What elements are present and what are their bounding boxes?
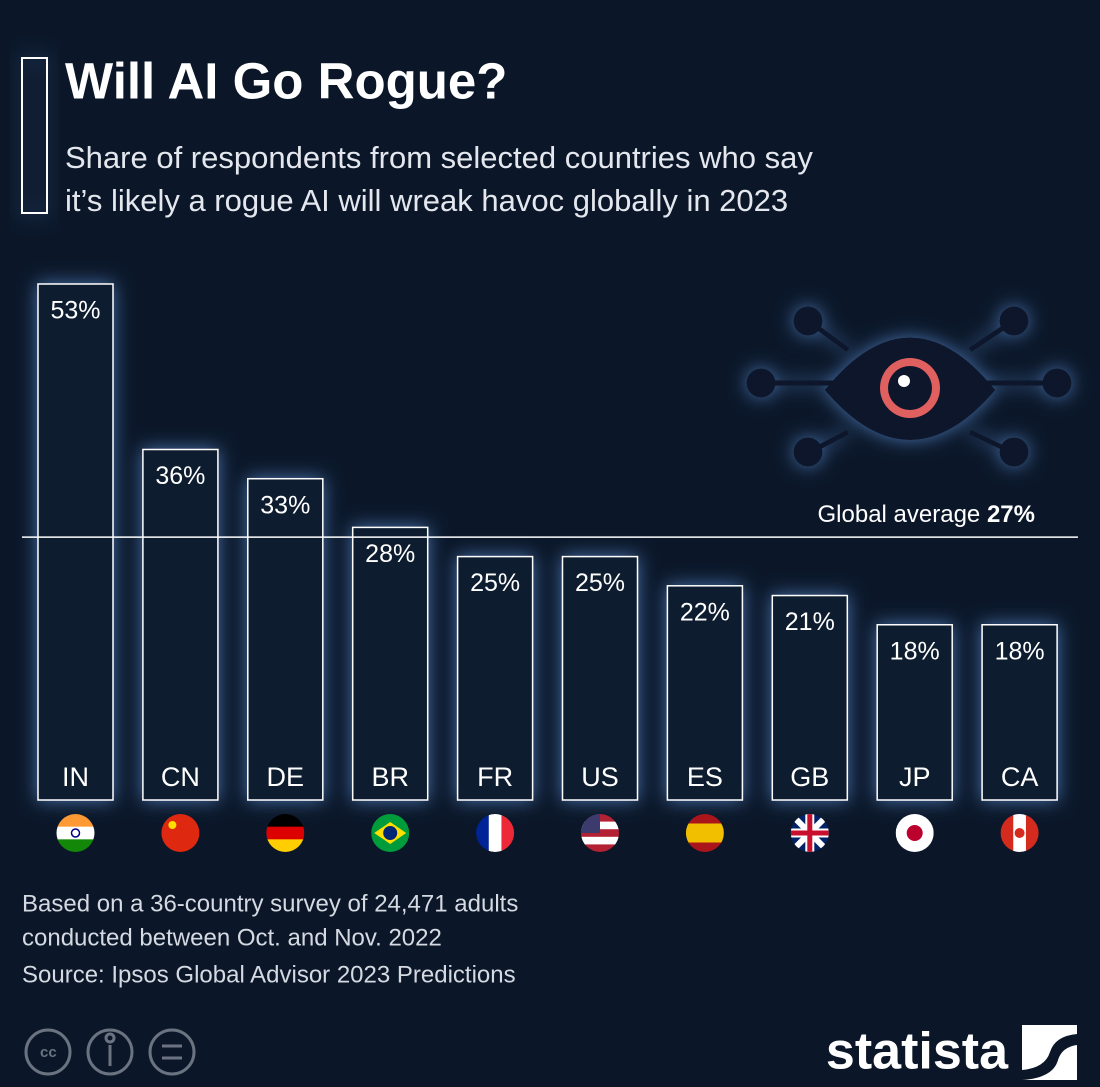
flag-stripe bbox=[1025, 814, 1039, 852]
value-label: 36% bbox=[155, 462, 205, 490]
flag-stripe bbox=[685, 833, 724, 843]
flag-detail bbox=[906, 825, 923, 841]
x-tick-label: CN bbox=[161, 762, 200, 792]
chart-title: Will AI Go Rogue? bbox=[65, 52, 507, 109]
bar bbox=[142, 448, 219, 801]
flag-stripe bbox=[476, 814, 490, 852]
flag-detail bbox=[168, 821, 177, 829]
flag bbox=[371, 814, 410, 852]
value-label: 18% bbox=[995, 637, 1045, 665]
value-label: 33% bbox=[260, 491, 310, 519]
note: conducted between Oct. and Nov. 2022 bbox=[22, 924, 442, 951]
flag-stripe bbox=[501, 814, 515, 852]
flag-stripe bbox=[581, 844, 619, 852]
flag bbox=[1000, 814, 1039, 852]
flag-detail bbox=[790, 814, 829, 852]
bar bbox=[351, 526, 429, 801]
flag bbox=[266, 814, 305, 852]
flag-stripe bbox=[685, 842, 724, 852]
flag-stripe bbox=[266, 839, 305, 852]
bar bbox=[876, 624, 953, 801]
x-tick-label: CA bbox=[1001, 762, 1039, 792]
eye-icon bbox=[746, 306, 1072, 467]
flag bbox=[895, 814, 934, 852]
x-tick-label: US bbox=[581, 762, 619, 792]
value-label: 25% bbox=[575, 569, 625, 597]
reference-label-text: Global average bbox=[818, 501, 981, 528]
flag-stripe bbox=[685, 823, 724, 834]
value-label: 21% bbox=[785, 608, 835, 636]
flag bbox=[581, 814, 619, 852]
x-tick-label: GB bbox=[790, 762, 829, 792]
flag-stripe bbox=[488, 814, 502, 852]
flag-stripe bbox=[581, 829, 619, 838]
flag-stripe bbox=[56, 839, 95, 852]
flag bbox=[685, 814, 724, 852]
flag-stripe bbox=[56, 826, 95, 840]
flag-stripe bbox=[266, 826, 305, 840]
license-icons bbox=[24, 1028, 196, 1076]
x-tick-label: FR bbox=[477, 762, 513, 792]
value-label: 18% bbox=[890, 637, 940, 665]
flag bbox=[161, 814, 200, 852]
flag-detail bbox=[1014, 828, 1025, 838]
x-tick-label: JP bbox=[899, 762, 931, 792]
cc-mark: cc bbox=[40, 1044, 57, 1061]
subtitle: Share of respondents from selected count… bbox=[65, 140, 813, 175]
brand-logo bbox=[1022, 1025, 1077, 1080]
brand: statista bbox=[826, 1023, 1009, 1081]
flag-detail bbox=[70, 828, 81, 838]
bar bbox=[771, 594, 849, 801]
source: Source: Ipsos Global Advisor 2023 Predic… bbox=[22, 961, 516, 988]
bar bbox=[37, 283, 114, 801]
flag-stripe bbox=[161, 814, 200, 852]
flag-stripe bbox=[1000, 814, 1014, 852]
bar bbox=[981, 624, 1058, 801]
flag-stripe bbox=[581, 836, 619, 845]
flag bbox=[476, 814, 515, 852]
x-tick-label: ES bbox=[687, 762, 723, 792]
flag-stripe bbox=[685, 814, 724, 824]
bar bbox=[456, 555, 534, 801]
x-tick-label: DE bbox=[267, 762, 305, 792]
flag-stripe bbox=[56, 814, 95, 828]
note: Based on a 36-country survey of 24,471 a… bbox=[22, 890, 518, 917]
subtitle: it’s likely a rogue AI will wreak havoc … bbox=[65, 183, 788, 218]
value-label: 25% bbox=[470, 569, 520, 597]
flag-stripe bbox=[266, 814, 305, 828]
bar bbox=[561, 555, 639, 801]
value-label: 28% bbox=[365, 540, 415, 568]
bar bbox=[666, 585, 744, 801]
flag bbox=[56, 814, 95, 852]
value-label: 22% bbox=[680, 598, 730, 626]
x-tick-label: BR bbox=[371, 762, 409, 792]
reference-label: Global average 27% bbox=[818, 501, 1036, 528]
bar bbox=[247, 477, 324, 801]
reference-label-value: 27% bbox=[987, 501, 1035, 528]
flag-detail bbox=[383, 826, 398, 840]
flag bbox=[790, 814, 829, 852]
title-accent bbox=[21, 57, 48, 214]
value-label: 53% bbox=[50, 297, 100, 325]
x-tick-label: IN bbox=[62, 762, 89, 792]
